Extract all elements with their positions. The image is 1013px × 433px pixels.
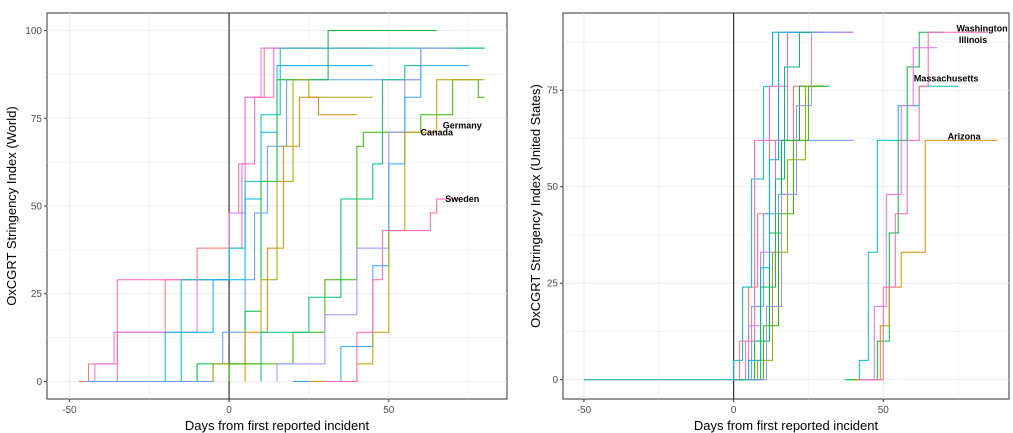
x-tick-label: 0 [731,405,737,416]
series-line [847,31,944,381]
right-annotations: Washington Illinois Massachusetts Arizona [914,23,1008,141]
series-line [739,85,824,381]
right-y-axis-label: OxCGRT Stringency Index (United States) [528,84,543,328]
left-x-axis-label: Days from first reported incident [185,418,370,433]
right-x-axis-label: Days from first reported incident [694,418,879,433]
series-annotation-label: Washington [956,23,1007,33]
x-tick-label: -50 [577,405,592,416]
x-tick-label: 0 [226,405,232,416]
series-line [733,31,824,381]
y-tick-label: 100 [25,26,42,37]
y-tick-label: 0 [36,377,42,388]
right-plot-border [562,12,1010,400]
y-tick-label: 25 [31,289,43,300]
x-tick-label: 50 [383,405,395,416]
series-line [742,31,824,381]
series-line [733,31,818,381]
y-tick-label: 0 [552,375,558,386]
series-line [584,85,824,381]
series-annotation-label: Germany [443,120,482,130]
y-tick-label: 75 [31,114,43,125]
series-line [733,85,824,381]
left-axis-ticks: -50 0 50 0 25 50 75 100 [25,26,394,416]
x-tick-label: 50 [878,405,890,416]
series-line [859,47,938,381]
right-axis-ticks: -50 0 50 0 25 50 75 [547,86,889,416]
series-annotation-label: Arizona [948,132,982,142]
x-tick-label: -50 [62,405,77,416]
series-line [293,65,469,382]
series-annotation-label: Canada [420,127,454,137]
series-line [745,31,839,381]
y-tick-label: 50 [31,202,43,213]
right-series-lines [584,31,997,381]
series-annotation-label: Massachusetts [914,74,979,84]
series-line [584,31,854,381]
left-y-axis-label: OxCGRT Stringency Index (World) [4,106,19,305]
y-tick-label: 75 [547,86,559,97]
y-tick-label: 25 [547,279,559,290]
left-series-lines [78,30,485,382]
series-annotation-label: Sweden [445,194,479,204]
series-line [324,198,460,382]
right-chart-panel: Washington Illinois Massachusetts Arizona -… [528,12,1010,433]
series-annotation-label: Illinois [959,35,988,45]
series-line [244,96,357,382]
y-tick-label: 50 [547,182,559,193]
series-line [260,47,485,382]
series-line [868,31,988,381]
